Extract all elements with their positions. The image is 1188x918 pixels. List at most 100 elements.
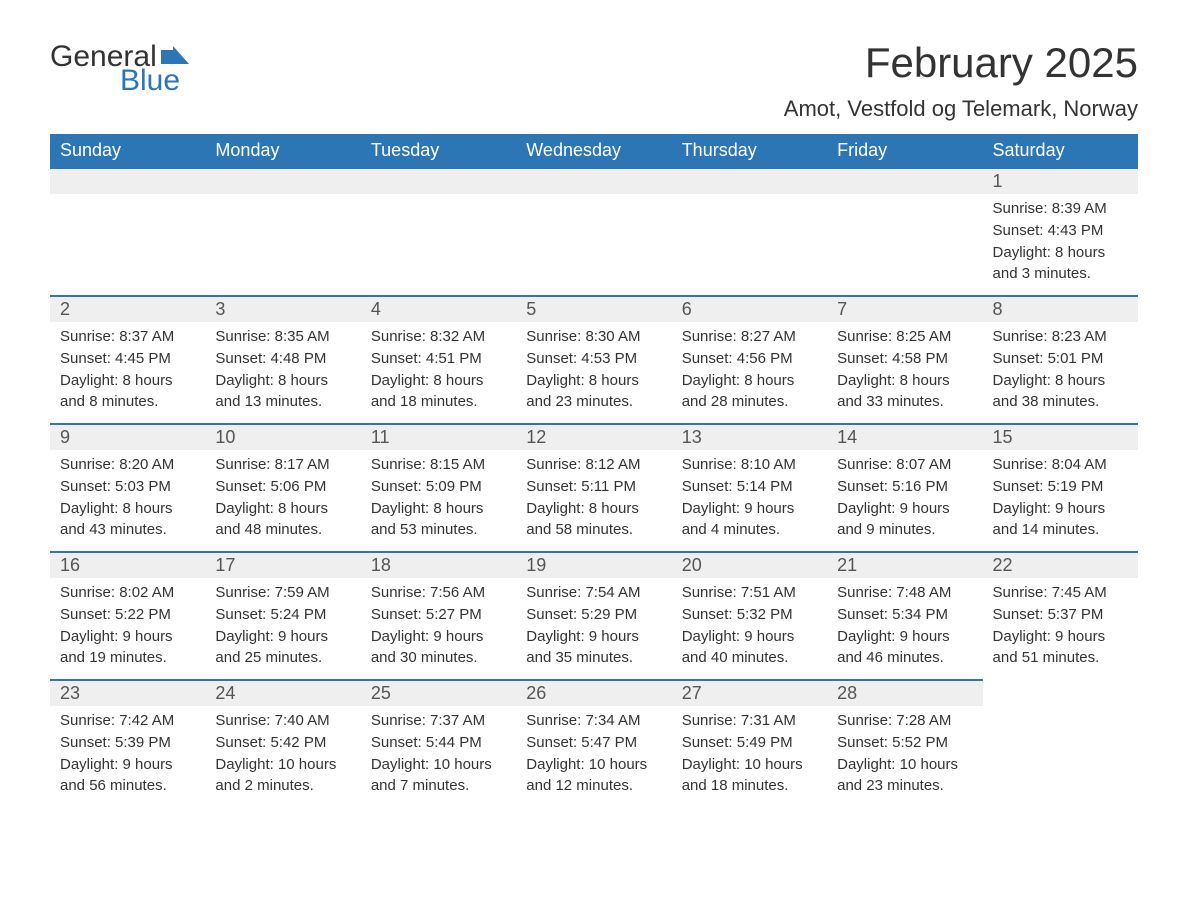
calendar-cell: 4Sunrise: 8:32 AMSunset: 4:51 PMDaylight… <box>361 295 516 423</box>
day-day2: and 40 minutes. <box>682 647 817 669</box>
day-sunset: Sunset: 5:37 PM <box>993 604 1128 626</box>
day-day1: Daylight: 9 hours <box>993 498 1128 520</box>
day-sunrise: Sunrise: 8:10 AM <box>682 454 817 476</box>
day-sunset: Sunset: 4:43 PM <box>993 220 1128 242</box>
day-number: 5 <box>516 297 671 322</box>
day-sunrise: Sunrise: 8:02 AM <box>60 582 195 604</box>
day-day2: and 12 minutes. <box>526 775 661 797</box>
day-sunrise: Sunrise: 7:40 AM <box>215 710 350 732</box>
day-sunset: Sunset: 5:11 PM <box>526 476 661 498</box>
day-sunset: Sunset: 5:27 PM <box>371 604 506 626</box>
day-sunrise: Sunrise: 8:15 AM <box>371 454 506 476</box>
day-sunset: Sunset: 5:06 PM <box>215 476 350 498</box>
calendar-cell <box>672 167 827 295</box>
day-day1: Daylight: 10 hours <box>371 754 506 776</box>
day-day2: and 4 minutes. <box>682 519 817 541</box>
day-number: 14 <box>827 425 982 450</box>
day-day1: Daylight: 9 hours <box>215 626 350 648</box>
day-day2: and 28 minutes. <box>682 391 817 413</box>
day-details: Sunrise: 7:34 AMSunset: 5:47 PMDaylight:… <box>516 706 671 807</box>
day-sunset: Sunset: 4:53 PM <box>526 348 661 370</box>
day-day1: Daylight: 9 hours <box>371 626 506 648</box>
day-day2: and 3 minutes. <box>993 263 1128 285</box>
day-details: Sunrise: 7:42 AMSunset: 5:39 PMDaylight:… <box>50 706 205 807</box>
day-sunset: Sunset: 4:48 PM <box>215 348 350 370</box>
day-day1: Daylight: 8 hours <box>215 498 350 520</box>
day-number: 20 <box>672 553 827 578</box>
day-details: Sunrise: 8:35 AMSunset: 4:48 PMDaylight:… <box>205 322 360 423</box>
day-details: Sunrise: 7:40 AMSunset: 5:42 PMDaylight:… <box>205 706 360 807</box>
day-day2: and 48 minutes. <box>215 519 350 541</box>
calendar-cell: 27Sunrise: 7:31 AMSunset: 5:49 PMDayligh… <box>672 679 827 807</box>
day-number: 16 <box>50 553 205 578</box>
calendar-week: 16 Sunrise: 8:02 AMSunset: 5:22 PM Dayligh… <box>50 551 1138 679</box>
calendar-cell: 24Sunrise: 7:40 AMSunset: 5:42 PMDayligh… <box>205 679 360 807</box>
day-sunrise: Sunrise: 7:56 AM <box>371 582 506 604</box>
day-sunrise: Sunrise: 8:30 AM <box>526 326 661 348</box>
day-day2: and 13 minutes. <box>215 391 350 413</box>
day-day2: and 8 minutes. <box>60 391 195 413</box>
day-details: Sunrise: 8:10 AMSunset: 5:14 PMDaylight:… <box>672 450 827 551</box>
day-day1: Daylight: 8 hours <box>60 370 195 392</box>
day-number: 11 <box>361 425 516 450</box>
month-title: February 2025 <box>784 40 1138 86</box>
day-sunset: Sunset: 4:51 PM <box>371 348 506 370</box>
header: General Blue February 2025 Amot, Vestfol… <box>50 40 1138 122</box>
day-day1: Daylight: 8 hours <box>837 370 972 392</box>
day-number: 22 <box>983 553 1138 578</box>
day-day1: Daylight: 8 hours <box>993 242 1128 264</box>
calendar-week: 1Sunrise: 8:39 AMSunset: 4:43 PMDaylight… <box>50 167 1138 295</box>
calendar-cell: 23Sunrise: 7:42 AMSunset: 5:39 PMDayligh… <box>50 679 205 807</box>
day-details: Sunrise: 8:25 AMSunset: 4:58 PMDaylight:… <box>827 322 982 423</box>
day-number: 27 <box>672 681 827 706</box>
day-details: Sunrise: 8:37 AMSunset: 4:45 PMDaylight:… <box>50 322 205 423</box>
day-number: 9 <box>50 425 205 450</box>
day-day2: and 38 minutes. <box>993 391 1128 413</box>
day-day1: Daylight: 8 hours <box>215 370 350 392</box>
day-sunrise: Sunrise: 8:32 AM <box>371 326 506 348</box>
calendar-cell <box>516 167 671 295</box>
day-day2: and 7 minutes. <box>371 775 506 797</box>
location-label: Amot, Vestfold og Telemark, Norway <box>784 96 1138 122</box>
day-day2: and 18 minutes. <box>371 391 506 413</box>
day-details: Sunrise: 8:23 AMSunset: 5:01 PMDaylight:… <box>983 322 1138 423</box>
day-sunrise: Sunrise: 7:45 AM <box>993 582 1128 604</box>
day-day1: Daylight: 9 hours <box>837 626 972 648</box>
day-sunset: Sunset: 4:45 PM <box>60 348 195 370</box>
day-details: Sunrise: 8:17 AMSunset: 5:06 PMDaylight:… <box>205 450 360 551</box>
day-number: 19 <box>516 553 671 578</box>
day-day1: Daylight: 8 hours <box>371 370 506 392</box>
calendar-cell: 13Sunrise: 8:10 AMSunset: 5:14 PMDayligh… <box>672 423 827 551</box>
title-block: February 2025 Amot, Vestfold og Telemark… <box>784 40 1138 122</box>
day-day2: and 56 minutes. <box>60 775 195 797</box>
calendar-cell: 7Sunrise: 8:25 AMSunset: 4:58 PMDaylight… <box>827 295 982 423</box>
day-sunrise: Sunrise: 7:28 AM <box>837 710 972 732</box>
calendar-cell <box>983 679 1138 807</box>
day-day2: and 25 minutes. <box>215 647 350 669</box>
calendar-week: 2Sunrise: 8:37 AMSunset: 4:45 PMDaylight… <box>50 295 1138 423</box>
day-sunset: Sunset: 5:39 PM <box>60 732 195 754</box>
day-sunset: Sunset: 5:01 PM <box>993 348 1128 370</box>
day-number: 24 <box>205 681 360 706</box>
day-sunset: Sunset: 5:44 PM <box>371 732 506 754</box>
day-day2: and 30 minutes. <box>371 647 506 669</box>
calendar-cell: 1Sunrise: 8:39 AMSunset: 4:43 PMDaylight… <box>983 167 1138 295</box>
day-sunset: Sunset: 5:19 PM <box>993 476 1128 498</box>
day-details: Sunrise: 7:56 AMSunset: 5:27 PMDaylight:… <box>361 578 516 679</box>
calendar-cell: 3Sunrise: 8:35 AMSunset: 4:48 PMDaylight… <box>205 295 360 423</box>
calendar-cell: 18Sunrise: 7:56 AMSunset: 5:27 PMDayligh… <box>361 551 516 679</box>
day-sunset: Sunset: 5:22 PM <box>60 604 195 626</box>
day-number: 3 <box>205 297 360 322</box>
day-day1: Daylight: 10 hours <box>682 754 817 776</box>
day-number: 12 <box>516 425 671 450</box>
weekday-header: Sunday <box>50 134 205 167</box>
day-sunrise: Sunrise: 7:42 AM <box>60 710 195 732</box>
day-sunrise: Sunrise: 8:23 AM <box>993 326 1128 348</box>
calendar-week: 9Sunrise: 8:20 AMSunset: 5:03 PMDaylight… <box>50 423 1138 551</box>
calendar-cell: 17Sunrise: 7:59 AMSunset: 5:24 PMDayligh… <box>205 551 360 679</box>
day-number: 1 <box>983 169 1138 194</box>
calendar-cell: 11Sunrise: 8:15 AMSunset: 5:09 PMDayligh… <box>361 423 516 551</box>
day-details: Sunrise: 7:54 AMSunset: 5:29 PMDaylight:… <box>516 578 671 679</box>
day-number: 28 <box>827 681 982 706</box>
day-number: 8 <box>983 297 1138 322</box>
